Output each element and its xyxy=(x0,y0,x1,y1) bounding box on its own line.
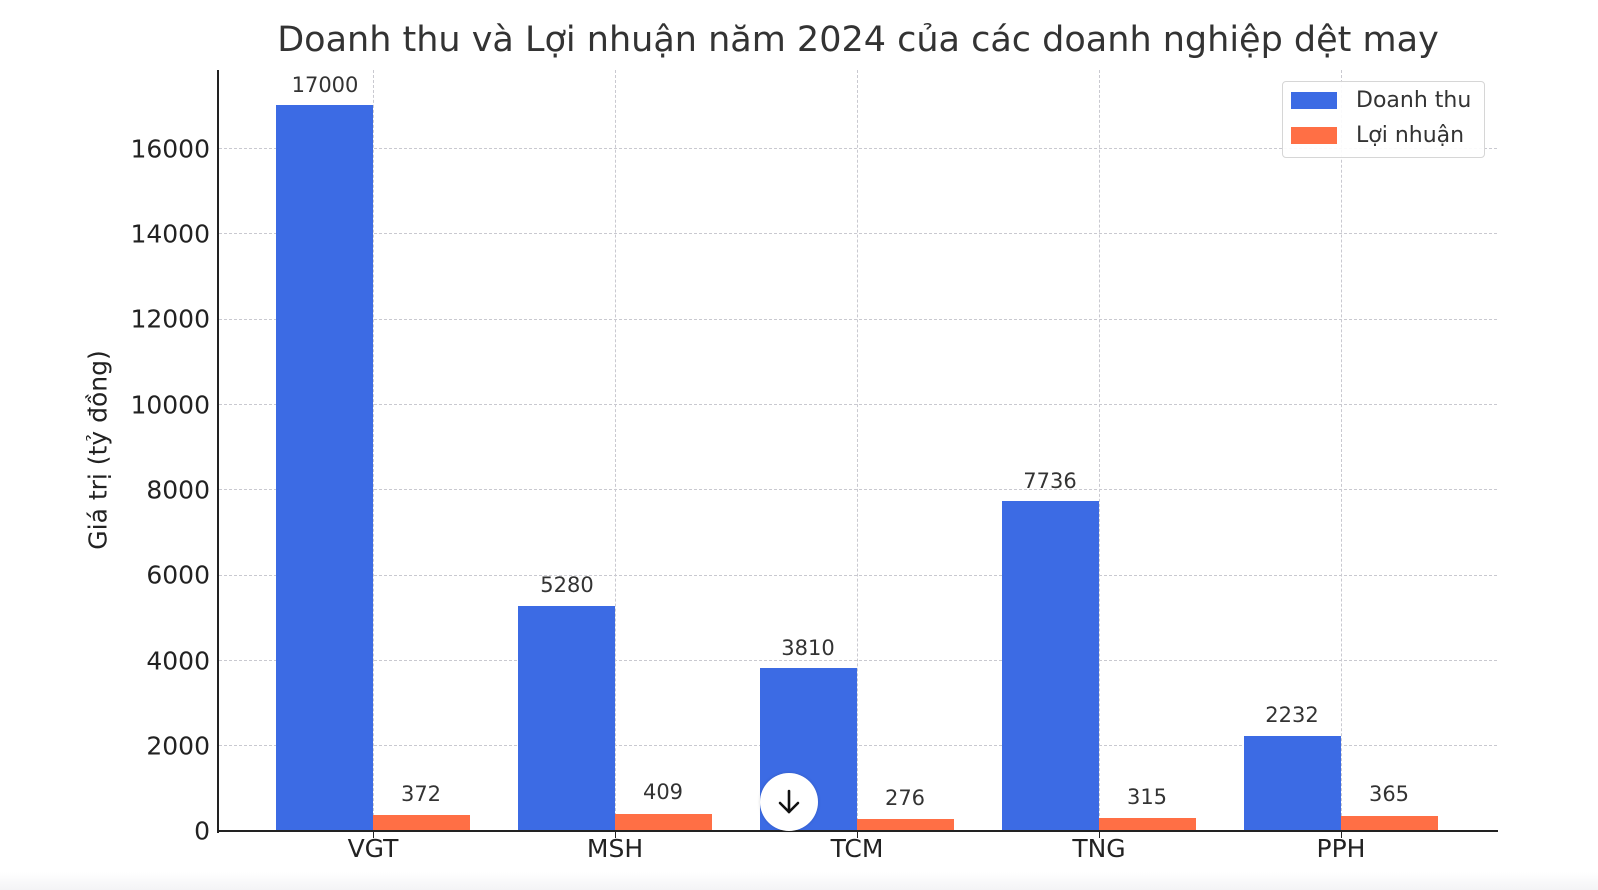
x-tick-label: VGT xyxy=(347,834,399,863)
gridline-8000 xyxy=(219,489,1497,490)
legend-item-doanh-thu: Doanh thu xyxy=(1291,88,1471,113)
x-tick-label: PPH xyxy=(1316,834,1366,863)
y-axis-line xyxy=(217,70,219,833)
chart-legend: Doanh thu Lợi nhuận xyxy=(1282,81,1485,158)
legend-label: Lợi nhuận xyxy=(1356,123,1465,148)
bar-value-label: 7736 xyxy=(1023,469,1077,493)
gridline-10000 xyxy=(219,404,1497,405)
legend-swatch-orange xyxy=(1291,127,1337,144)
bar-value-label: 315 xyxy=(1126,785,1168,809)
arrow-down-icon xyxy=(778,789,800,814)
x-tick-label: TNG xyxy=(1072,834,1126,863)
y-tick-label: 4000 xyxy=(146,646,210,676)
bar-revenue-msh xyxy=(518,606,615,831)
y-tick-label: 6000 xyxy=(146,560,210,590)
gridline-14000 xyxy=(219,233,1497,234)
gridline-4000 xyxy=(219,660,1497,661)
x-tick-label: TCM xyxy=(830,834,884,863)
gridline-pph xyxy=(1341,70,1342,831)
gridline-tcm xyxy=(857,70,858,831)
y-tick-label: 16000 xyxy=(130,134,210,164)
gridline-6000 xyxy=(219,575,1497,576)
bar-profit-msh xyxy=(615,814,712,831)
gridline-vgt xyxy=(373,70,374,831)
bar-profit-pph xyxy=(1341,816,1438,831)
bar-value-label: 276 xyxy=(884,786,926,810)
bar-profit-tcm xyxy=(857,819,954,831)
x-tick-mark xyxy=(615,832,616,838)
gridline-tng xyxy=(1099,70,1100,831)
gridline-16000 xyxy=(219,148,1497,149)
y-tick-label: 14000 xyxy=(130,219,210,249)
y-tick-label: 8000 xyxy=(146,475,210,505)
bar-profit-vgt xyxy=(373,815,470,831)
x-tick-mark xyxy=(1341,832,1342,838)
bar-value-label: 372 xyxy=(400,782,442,806)
legend-label: Doanh thu xyxy=(1356,88,1472,113)
y-tick-label: 0 xyxy=(194,816,210,846)
gridline-msh xyxy=(615,70,616,831)
scroll-down-button[interactable] xyxy=(760,773,818,831)
y-axis-label: Giá trị (tỷ đồng) xyxy=(83,350,113,550)
y-tick-label: 10000 xyxy=(130,390,210,420)
chart-title: Doanh thu và Lợi nhuận năm 2024 của các … xyxy=(277,20,1439,60)
legend-swatch-blue xyxy=(1291,92,1337,109)
bottom-edge xyxy=(0,872,1598,890)
bar-value-label: 3810 xyxy=(781,636,835,660)
y-tick-label: 2000 xyxy=(146,731,210,761)
bar-revenue-tng xyxy=(1002,501,1099,831)
bar-value-label: 365 xyxy=(1368,782,1410,806)
y-tick-label: 12000 xyxy=(130,304,210,334)
bar-revenue-pph xyxy=(1244,736,1341,831)
bar-value-label: 409 xyxy=(642,780,684,804)
bar-value-label: 5280 xyxy=(540,573,594,597)
x-tick-mark xyxy=(857,832,858,838)
gridline-2000 xyxy=(219,745,1497,746)
x-tick-label: MSH xyxy=(586,834,644,863)
x-tick-mark xyxy=(373,832,374,838)
bar-revenue-vgt xyxy=(276,105,373,831)
bar-value-label: 2232 xyxy=(1265,703,1319,727)
gridline-12000 xyxy=(219,319,1497,320)
x-tick-mark xyxy=(1099,832,1100,838)
bar-profit-tng xyxy=(1099,818,1196,831)
bar-value-label: 17000 xyxy=(291,73,359,97)
x-axis-line xyxy=(217,830,1498,832)
legend-item-loi-nhuan: Lợi nhuận xyxy=(1291,123,1464,148)
